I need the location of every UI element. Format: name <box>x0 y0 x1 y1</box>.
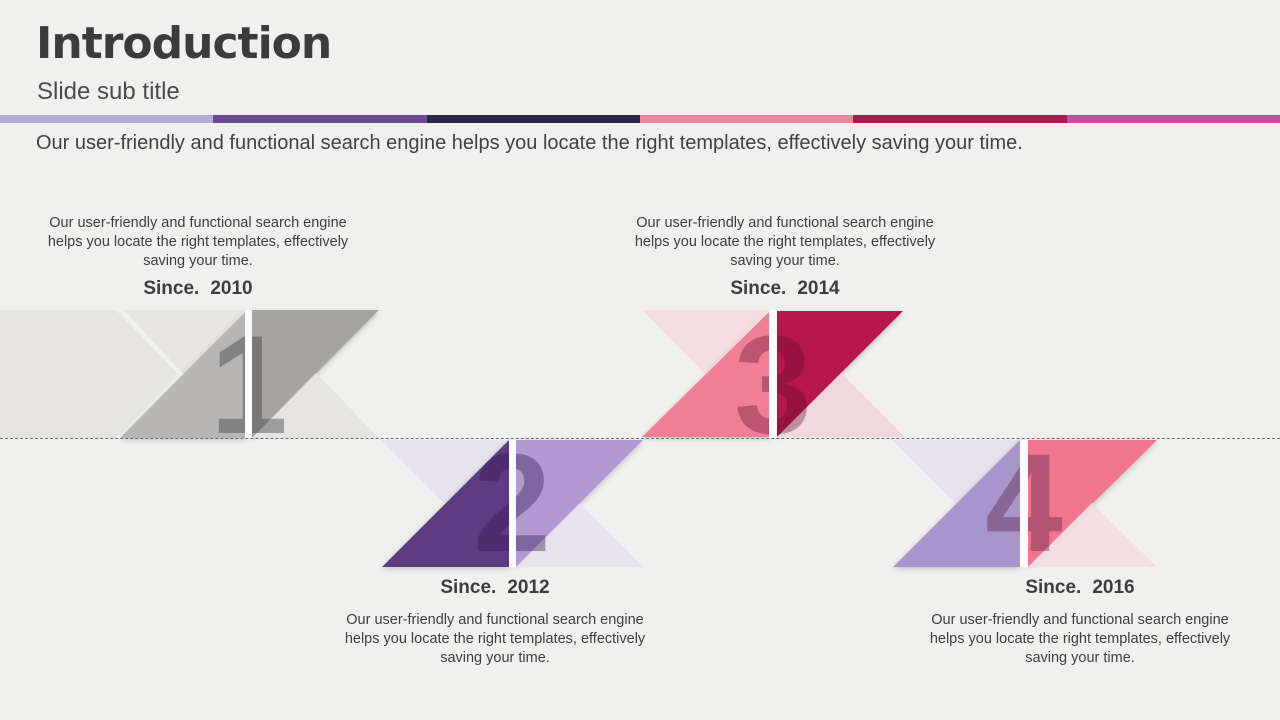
item2-text-block: Since. 2012 Our user-friendly and functi… <box>335 577 655 668</box>
item3-left-triangle <box>642 312 769 437</box>
item2-year: 2012 <box>507 577 550 598</box>
item4-year: 2016 <box>1092 577 1135 598</box>
item1-slit <box>245 310 252 438</box>
item1-year: 2010 <box>210 278 253 299</box>
intro-paragraph: Our user-friendly and functional search … <box>36 132 1023 154</box>
item3-bg-right-triangle <box>777 373 905 437</box>
item1-since-row: Since. 2010 <box>38 278 358 300</box>
item3-since-label: Since. <box>730 278 787 299</box>
item2-since-label: Since. <box>440 577 497 598</box>
item4-text-block: Since. 2016 Our user-friendly and functi… <box>920 577 1240 668</box>
stripe-segment-4 <box>639 115 854 123</box>
item2-slit <box>509 440 516 567</box>
item2-description: Our user-friendly and functional search … <box>344 612 646 666</box>
item3-description: Our user-friendly and functional search … <box>634 215 936 269</box>
timeline-dashed-line <box>0 438 1280 439</box>
item1-bg-right-triangle <box>252 373 379 438</box>
item3-year: 2014 <box>797 278 840 299</box>
item3-text-block: Our user-friendly and functional search … <box>625 214 945 300</box>
item1-since-label: Since. <box>143 278 200 299</box>
item3-since-row: Since. 2014 <box>625 278 945 300</box>
item1-leadin-chevron <box>0 310 178 438</box>
item2-since-row: Since. 2012 <box>335 577 655 599</box>
accent-color-stripe <box>0 115 1280 123</box>
item4-since-row: Since. 2016 <box>920 577 1240 599</box>
item2-bg-left-triangle <box>381 440 509 504</box>
item4-description: Our user-friendly and functional search … <box>929 612 1231 666</box>
stripe-segment-5 <box>853 115 1067 123</box>
stripe-segment-1 <box>0 115 214 123</box>
item2-left-triangle <box>382 440 509 567</box>
item3-slit <box>769 310 777 438</box>
item1-description: Our user-friendly and functional search … <box>47 215 349 269</box>
item4-bg-right-triangle <box>1028 503 1157 567</box>
stripe-segment-6 <box>1066 115 1280 123</box>
item3-bg-left-triangle <box>642 310 769 374</box>
stripe-segment-3 <box>426 115 640 123</box>
item4-slit <box>1020 440 1028 567</box>
item4-since-label: Since. <box>1025 577 1082 598</box>
item1-bg-left-triangle <box>124 310 245 375</box>
stripe-segment-2 <box>213 115 427 123</box>
item2-bg-right-triangle <box>516 503 643 567</box>
item1-left-triangle <box>120 311 246 438</box>
item4-bg-left-triangle <box>892 440 1020 504</box>
page-title: Introduction <box>36 18 332 69</box>
item1-text-block: Our user-friendly and functional search … <box>38 214 358 300</box>
page-subtitle: Slide sub title <box>37 78 180 105</box>
item4-left-triangle <box>893 440 1020 567</box>
